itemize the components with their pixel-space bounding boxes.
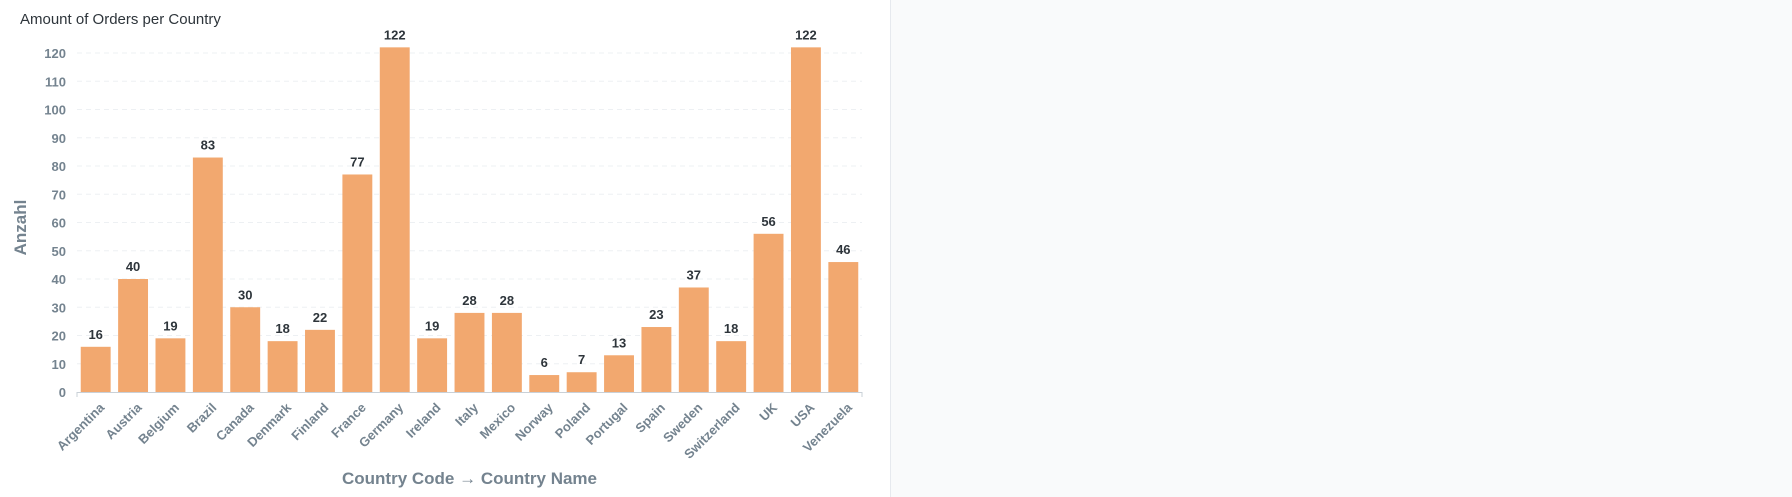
side-panel [891,0,1792,497]
bar-switzerland[interactable] [716,341,747,392]
y-tick-label: 50 [52,244,66,259]
value-labels: 16 40 19 83 30 18 22 77 122 19 28 28 6 7 13 23 37 18 56 122… [88,27,850,370]
bar-portugal[interactable] [604,355,634,392]
y-tick-label: 40 [52,272,66,287]
bar-value-label: 23 [649,307,663,322]
bar-finland[interactable] [305,329,335,392]
bar-austria[interactable] [118,279,149,392]
bar-poland[interactable] [566,372,597,392]
bar-venezuela[interactable] [828,262,859,392]
y-tick-label: 30 [52,300,66,315]
bar-ireland[interactable] [417,338,448,392]
bar-value-label: 28 [462,293,476,308]
x-tick-label: Ireland [403,400,444,441]
bar-spain[interactable] [641,327,672,392]
x-tick-label: Italy [452,399,482,429]
bar-value-label: 83 [201,138,215,153]
bar-denmark[interactable] [267,341,298,392]
bar-value-label: 19 [425,318,439,333]
y-tick-label: 120 [44,46,66,61]
bar-value-label: 28 [500,293,514,308]
y-tick-label: 20 [52,329,66,344]
y-tick-label: 110 [45,74,66,89]
y-tick-label: 70 [52,187,66,202]
bar-value-label: 18 [724,321,738,336]
bar-value-label: 19 [163,318,177,333]
y-tick-label: 100 [44,103,66,118]
bar-value-label: 46 [836,242,850,257]
bar-value-label: 30 [238,287,252,302]
x-tick-label: UK [756,400,780,424]
bar-value-label: 16 [88,327,102,342]
x-tick-label: Spain [632,400,668,436]
bar-france[interactable] [342,174,373,392]
bar-mexico[interactable] [491,312,522,392]
x-tick-label: Norway [512,399,556,443]
x-tick-label: Mexico [477,400,519,442]
bar-italy[interactable] [454,312,485,392]
bar-value-label: 122 [795,27,817,42]
bar-value-label: 22 [313,310,327,325]
bar-usa[interactable] [790,47,821,392]
x-tick-label: Argentina [54,399,108,453]
bar-value-label: 40 [126,259,140,274]
x-tick-label: Finland [288,400,331,443]
bar-value-label: 7 [578,352,585,367]
x-axis-title: Country Code → Country Name [342,469,597,488]
y-tick-label: 0 [59,385,66,400]
y-tick-label: 80 [52,159,66,174]
x-tick-label: Belgium [135,400,182,447]
chart-title: Amount of Orders per Country [20,11,221,28]
bar-norway[interactable] [529,375,560,392]
x-tick-label: Brazil [184,400,220,436]
bar-canada[interactable] [230,307,261,392]
y-axis: 0 10 20 30 40 50 60 70 80 90 100 110 120 [44,46,66,400]
bar-sweden[interactable] [678,287,709,392]
y-tick-label: 60 [52,216,66,231]
y-axis-title: Anzahl [11,200,30,256]
bar-germany[interactable] [379,47,410,392]
bar-value-label: 37 [687,267,701,282]
y-tick-label: 90 [52,131,66,146]
bar-value-label: 122 [384,27,406,42]
bar-value-label: 13 [612,335,626,350]
bar-belgium[interactable] [155,338,186,392]
bars [80,47,859,392]
bar-brazil[interactable] [192,157,223,392]
x-tick-label: Portugal [583,400,631,448]
bar-argentina[interactable] [80,346,111,392]
bar-value-label: 18 [275,321,289,336]
y-tick-label: 10 [52,357,66,372]
bar-value-label: 77 [350,154,364,169]
x-tick-label: USA [787,400,817,430]
bar-value-label: 6 [541,355,548,370]
bar-uk[interactable] [753,233,784,392]
chart-card: Amount of Orders per Country 0 10 20 30 40 50… [0,0,891,497]
bar-value-label: 56 [761,214,775,229]
